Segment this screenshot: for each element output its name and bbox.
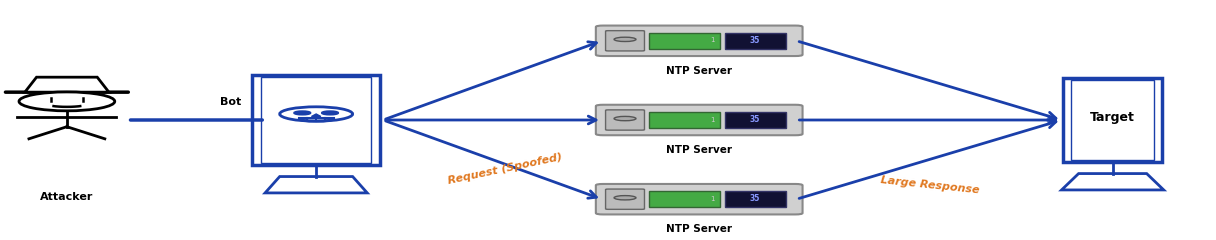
FancyBboxPatch shape [606,110,644,130]
FancyBboxPatch shape [1071,80,1154,160]
Circle shape [19,92,114,111]
Text: Bot: Bot [220,97,242,107]
Text: 1: 1 [710,117,715,122]
Circle shape [614,37,636,42]
FancyBboxPatch shape [649,33,720,48]
Polygon shape [24,77,109,92]
FancyBboxPatch shape [725,112,786,128]
Text: 35: 35 [750,194,760,203]
Polygon shape [1062,174,1164,190]
FancyBboxPatch shape [1063,78,1162,162]
Text: 1: 1 [710,37,715,43]
FancyBboxPatch shape [725,33,786,48]
FancyBboxPatch shape [596,105,803,135]
FancyBboxPatch shape [261,77,372,163]
Text: Large Response: Large Response [880,175,980,195]
Circle shape [280,107,353,121]
Text: Attacker: Attacker [40,192,94,202]
FancyBboxPatch shape [649,112,720,128]
FancyBboxPatch shape [649,192,720,207]
FancyBboxPatch shape [596,26,803,56]
Text: 35: 35 [750,115,760,124]
Text: NTP Server: NTP Server [666,224,732,234]
Circle shape [322,111,338,114]
Circle shape [614,116,636,121]
Text: NTP Server: NTP Server [666,66,732,76]
FancyBboxPatch shape [606,189,644,209]
FancyBboxPatch shape [596,184,803,215]
Text: Request (Spoofed): Request (Spoofed) [446,152,563,186]
FancyBboxPatch shape [253,75,379,165]
Circle shape [614,196,636,200]
Polygon shape [265,177,367,193]
Text: NTP Server: NTP Server [666,145,732,155]
Circle shape [294,111,310,114]
Text: 1: 1 [710,196,715,202]
Text: Target: Target [1091,111,1135,124]
FancyBboxPatch shape [725,192,786,207]
Polygon shape [311,114,321,116]
Text: 35: 35 [750,36,760,45]
FancyBboxPatch shape [606,31,644,51]
